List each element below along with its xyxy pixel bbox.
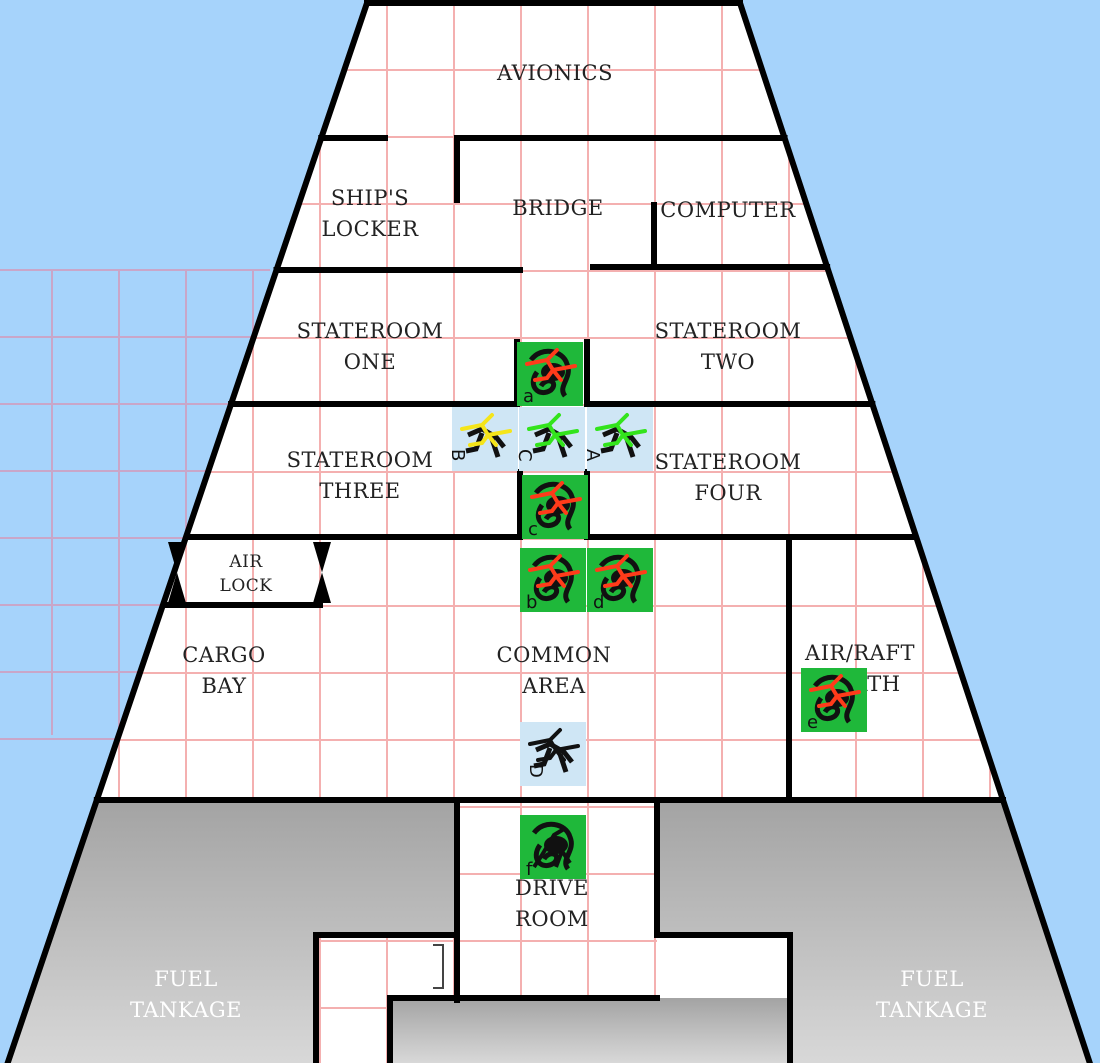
figure-icon xyxy=(460,413,512,447)
token-label: C xyxy=(514,449,535,462)
creature-silhouette-icon xyxy=(812,674,855,724)
room-label-stateroom-one: ONE xyxy=(344,350,396,374)
room-label-stateroom-three: STATEROOM xyxy=(287,448,434,472)
token-e[interactable]: e xyxy=(801,668,867,733)
figure-icon xyxy=(595,413,647,447)
room-label-stateroom-four: STATEROOM xyxy=(655,450,802,474)
room-label-stateroom-two: TWO xyxy=(701,350,755,374)
token-c[interactable]: c xyxy=(522,475,588,540)
airlock-door-icon xyxy=(168,542,186,603)
room-label-common-area: AREA xyxy=(521,674,586,698)
room-label-fuel-tankage-right: FUEL xyxy=(900,967,964,991)
room-label-stateroom-three: THREE xyxy=(319,479,400,503)
figure-icon xyxy=(595,554,647,588)
token-label: c xyxy=(528,519,538,540)
figure-icon xyxy=(530,481,582,515)
fuel-tank-left xyxy=(7,800,457,1063)
room-label-cargo-bay: CARGO xyxy=(182,643,266,667)
fuel-tank-right xyxy=(657,800,1090,1063)
room-label-ships-locker: LOCKER xyxy=(321,217,419,241)
room-label-fuel-tankage-right: TANKAGE xyxy=(876,998,988,1022)
room-label-drive-room: ROOM xyxy=(515,907,589,931)
token-label: e xyxy=(807,712,818,733)
token-D[interactable]: D xyxy=(520,722,586,786)
token-label: a xyxy=(523,386,534,407)
room-label-cargo-bay: BAY xyxy=(201,674,247,698)
figure-icon xyxy=(528,728,580,762)
figure-icon xyxy=(532,827,572,869)
token-B[interactable]: B xyxy=(447,407,518,471)
token-C[interactable]: C xyxy=(514,407,585,471)
wall xyxy=(4,0,371,1063)
creature-silhouette-icon xyxy=(531,554,574,604)
creature-silhouette-icon xyxy=(533,481,576,531)
ladder-icon xyxy=(433,944,444,989)
engine-block xyxy=(390,998,790,1063)
figure-icon xyxy=(809,674,861,708)
room-label-stateroom-four: FOUR xyxy=(694,481,762,505)
token-label: A xyxy=(582,449,603,462)
wall xyxy=(736,0,1093,1063)
airlock-door-icon xyxy=(313,542,331,603)
room-label-stateroom-two: STATEROOM xyxy=(655,319,802,343)
figure-icon xyxy=(525,348,577,382)
room-label-fuel-tankage-left: TANKAGE xyxy=(130,998,242,1022)
token-label: B xyxy=(447,449,468,461)
room-label-air-lock: LOCK xyxy=(220,576,273,596)
token-label: b xyxy=(526,592,537,613)
room-label-computer: COMPUTER xyxy=(660,198,796,222)
room-label-air-lock: AIR xyxy=(228,552,263,572)
room-label-bridge: BRIDGE xyxy=(512,196,603,220)
token-f[interactable]: f xyxy=(520,815,586,880)
room-label-drive-room: DRIVE xyxy=(515,876,589,900)
creature-silhouette-icon xyxy=(598,554,641,604)
room-label-fuel-tankage-left: FUEL xyxy=(154,967,218,991)
token-A[interactable]: A xyxy=(582,407,653,471)
figure-icon xyxy=(527,413,579,447)
token-label: f xyxy=(526,859,533,880)
room-label-stateroom-one: STATEROOM xyxy=(297,319,444,343)
room-label-air-raft-berth: AIR/RAFT xyxy=(804,641,915,665)
token-label: D xyxy=(525,764,546,778)
token-label: d xyxy=(593,592,604,613)
room-label-ships-locker: SHIP'S xyxy=(331,186,409,210)
creature-silhouette-icon xyxy=(528,348,571,398)
room-label-avionics: AVIONICS xyxy=(496,61,613,85)
token-a[interactable]: a xyxy=(517,342,583,407)
room-label-common-area: COMMON xyxy=(497,643,612,667)
token-d[interactable]: d xyxy=(587,548,653,613)
token-b[interactable]: b xyxy=(520,548,586,613)
figure-icon xyxy=(528,554,580,588)
